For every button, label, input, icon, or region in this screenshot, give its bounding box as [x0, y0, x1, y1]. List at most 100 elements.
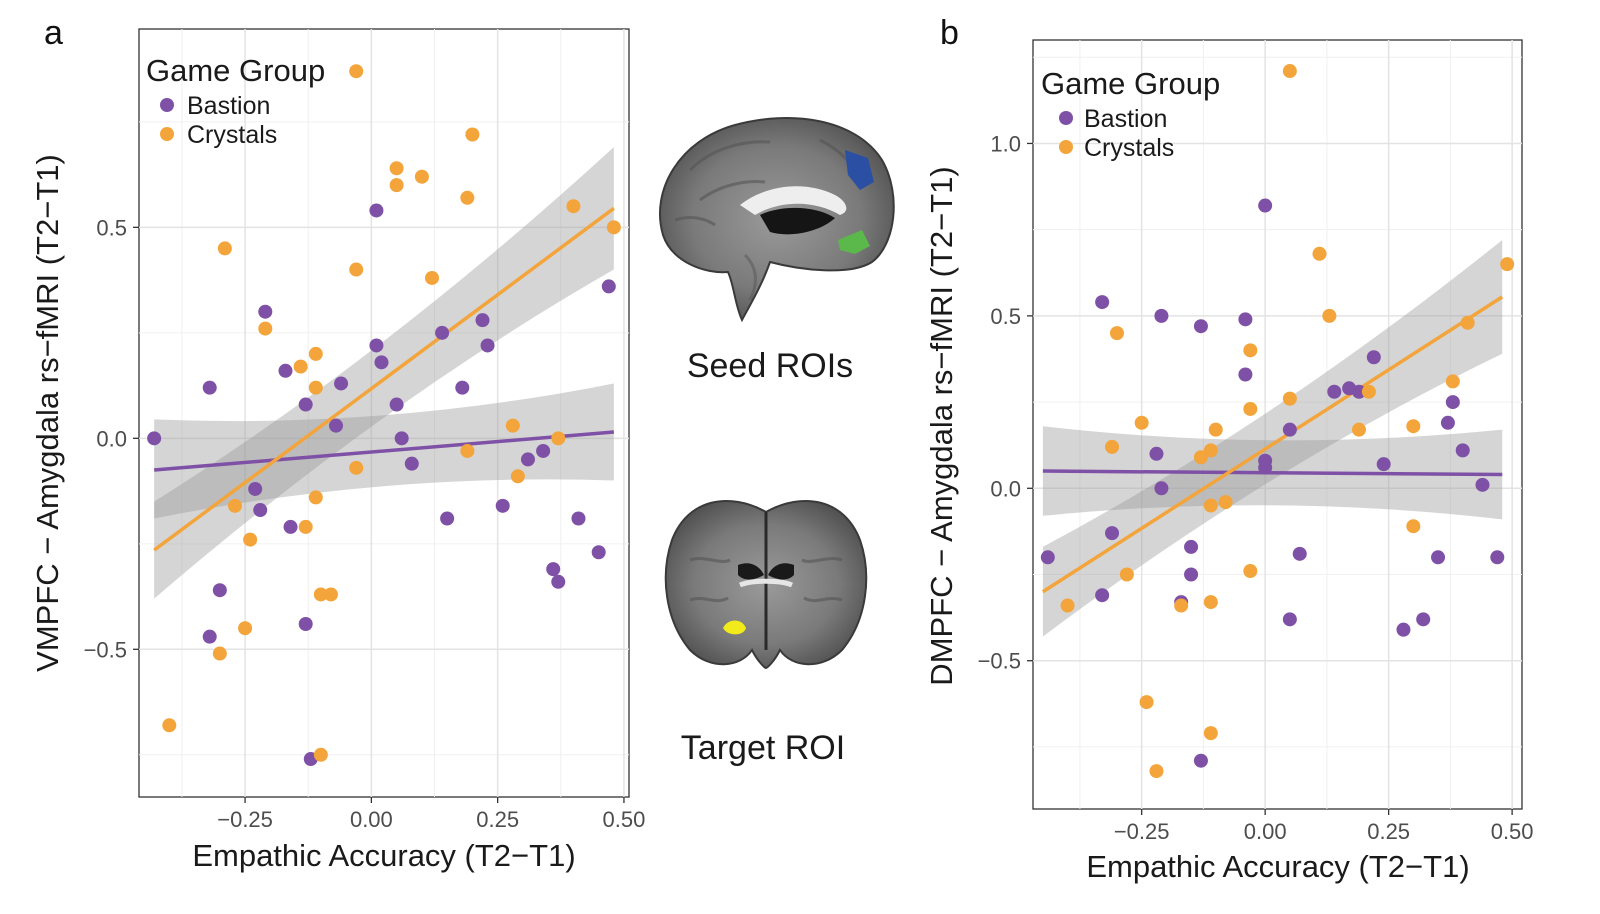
- plot-area-a: [138, 28, 630, 798]
- data-point-bastion: [1184, 539, 1199, 554]
- data-point-bastion: [1154, 481, 1169, 496]
- data-point-crystals: [349, 262, 364, 277]
- data-point-bastion: [374, 355, 389, 370]
- data-point-bastion: [520, 452, 535, 467]
- data-point-crystals: [389, 178, 404, 193]
- x-tick-label: −0.25: [217, 807, 273, 832]
- seed-roi-sagittal-brain: [658, 117, 895, 323]
- data-point-crystals: [298, 519, 313, 534]
- data-point-bastion: [404, 456, 419, 471]
- legend-title-a: Game Group: [146, 53, 325, 88]
- x-axis-title-a: Empathic Accuracy (T2−T1): [192, 838, 575, 873]
- legend-key-crystals-a: [160, 127, 174, 141]
- data-point-crystals: [566, 199, 581, 214]
- data-point-bastion: [1184, 567, 1199, 582]
- fit-lines-a: [153, 206, 615, 552]
- data-point-crystals: [1243, 401, 1258, 416]
- data-point-crystals: [313, 747, 328, 762]
- data-point-bastion: [571, 511, 586, 526]
- x-tick-label: 0.00: [1244, 819, 1287, 844]
- data-point-bastion: [278, 363, 293, 378]
- data-point-crystals: [323, 587, 338, 602]
- y-tick-label: 0.0: [96, 426, 127, 451]
- data-point-bastion: [1149, 446, 1164, 461]
- x-axis-title-b: Empathic Accuracy (T2−T1): [1086, 849, 1469, 884]
- data-point-bastion: [202, 629, 217, 644]
- fit-line-crystals: [153, 206, 615, 552]
- data-point-crystals: [258, 321, 273, 336]
- data-point-bastion: [551, 574, 566, 589]
- data-point-crystals: [505, 418, 520, 433]
- amygdala-target-roi: [723, 620, 746, 635]
- target-roi-coronal-brain: [664, 500, 868, 670]
- data-point-bastion: [1193, 319, 1208, 334]
- legend-key-bastion-b: [1059, 111, 1073, 125]
- data-point-crystals: [227, 498, 242, 513]
- seed-rois-label: Seed ROIs: [687, 347, 853, 385]
- fit-line-bastion: [1042, 469, 1503, 477]
- data-point-crystals: [1243, 564, 1258, 579]
- data-point-crystals: [510, 469, 525, 484]
- fit-line-crystals: [1041, 295, 1504, 594]
- data-point-crystals: [162, 718, 177, 733]
- data-point-bastion: [1292, 546, 1307, 561]
- data-point-crystals: [1312, 246, 1327, 261]
- data-point-crystals: [465, 127, 480, 142]
- data-point-crystals: [308, 380, 323, 395]
- data-point-bastion: [369, 338, 384, 353]
- data-point-crystals: [1282, 64, 1297, 79]
- data-point-bastion: [480, 338, 495, 353]
- data-point-crystals: [1352, 422, 1366, 437]
- data-point-bastion: [495, 498, 510, 513]
- data-point-bastion: [1445, 395, 1460, 410]
- data-point-crystals: [1203, 726, 1218, 741]
- data-point-crystals: [1406, 419, 1421, 434]
- panel-b: b −0.25 0.00 0.25 0.50 −0.5 0.0 0.5 1.0 Empath…: [924, 14, 1534, 884]
- data-point-crystals: [414, 169, 429, 184]
- confidence-band-crystals: [154, 147, 614, 599]
- data-point-crystals: [1149, 764, 1164, 779]
- data-point-crystals: [460, 443, 475, 458]
- data-point-bastion: [298, 616, 313, 631]
- data-point-bastion: [389, 397, 404, 412]
- data-point-crystals: [243, 532, 258, 547]
- points-b: [1040, 64, 1515, 779]
- y-tick-label: 0.5: [990, 304, 1021, 329]
- data-point-bastion: [258, 304, 273, 319]
- data-point-crystals: [1174, 598, 1189, 613]
- data-point-crystals: [1445, 374, 1460, 389]
- data-point-crystals: [1109, 326, 1124, 341]
- panel-a: a −0.25 0.00 0.25 0.50 −0.5 0.0 0.5 Empathic …: [30, 14, 645, 873]
- data-point-bastion: [1376, 457, 1391, 472]
- data-point-crystals: [606, 220, 621, 235]
- data-point-crystals: [460, 190, 475, 205]
- data-point-crystals: [1500, 257, 1515, 272]
- confidence-band-crystals: [1042, 240, 1503, 637]
- panel-label-b: b: [940, 14, 959, 52]
- data-point-crystals: [1105, 439, 1120, 454]
- legend-label-bastion-b: Bastion: [1084, 105, 1167, 133]
- data-point-crystals: [349, 460, 364, 475]
- data-point-bastion: [1105, 526, 1120, 541]
- x-tick-label: 0.25: [476, 807, 519, 832]
- data-point-bastion: [283, 519, 298, 534]
- data-point-crystals: [1119, 567, 1134, 582]
- legend-title-b: Game Group: [1041, 66, 1220, 101]
- data-point-crystals: [1203, 498, 1218, 513]
- data-point-crystals: [1322, 308, 1337, 323]
- data-point-crystals: [1218, 495, 1233, 510]
- data-point-bastion: [440, 511, 455, 526]
- data-point-crystals: [308, 490, 323, 505]
- data-point-crystals: [1361, 384, 1376, 399]
- x-tick-label: 0.50: [603, 807, 646, 832]
- data-point-bastion: [1352, 384, 1366, 399]
- x-tick-label: 0.00: [350, 807, 393, 832]
- legend-key-bastion-a: [160, 98, 174, 112]
- y-ticks-a: −0.5 0.0 0.5: [84, 215, 139, 662]
- data-point-bastion: [1416, 612, 1431, 627]
- panel-label-a: a: [44, 14, 63, 52]
- y-axis-title-b: DMPFC − Amygdala rs−fMRI (T2−T1): [924, 166, 959, 685]
- y-tick-label: 0.0: [990, 476, 1021, 501]
- data-point-bastion: [1455, 443, 1470, 458]
